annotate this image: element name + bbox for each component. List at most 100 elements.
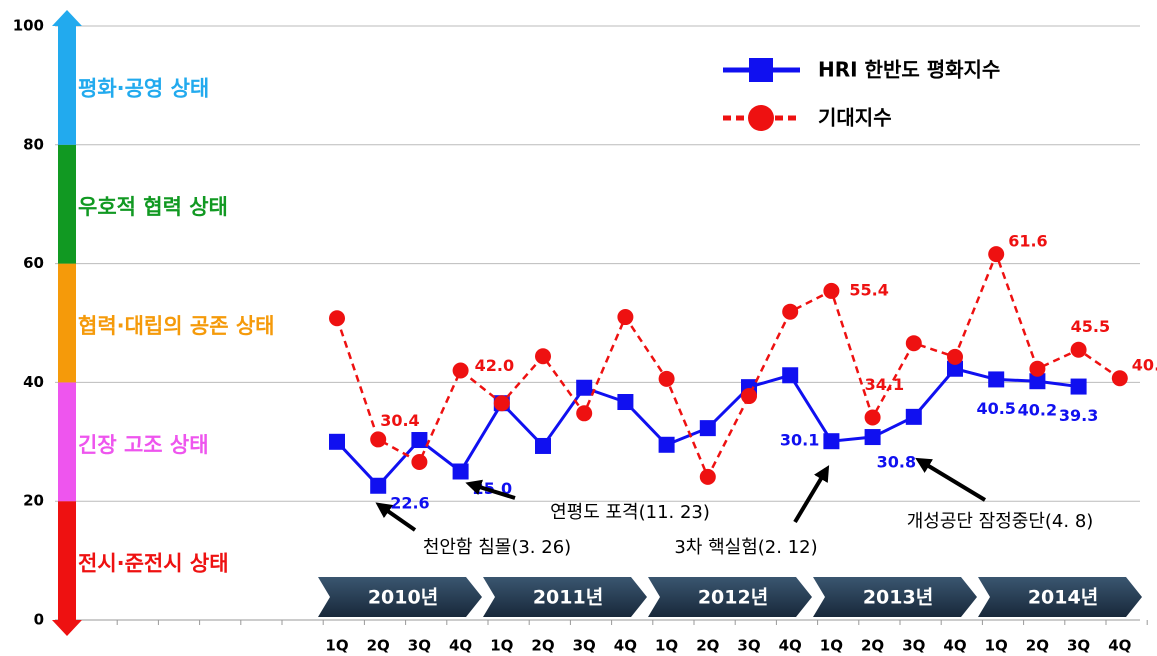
x-tick-label: 4Q — [1108, 637, 1131, 655]
marker — [699, 468, 716, 485]
x-tick-label: 1Q — [325, 637, 348, 655]
value-label: 39.3 — [1059, 406, 1098, 425]
marker — [782, 303, 799, 320]
x-tick-label: 4Q — [779, 637, 802, 655]
annotation-arrow — [375, 502, 417, 532]
x-tick-label: 1Q — [820, 637, 843, 655]
marker — [452, 362, 469, 379]
x-tick-label: 4Q — [614, 637, 637, 655]
value-label: 34.1 — [865, 375, 904, 394]
x-tick-label: 2Q — [696, 637, 719, 655]
annotation: 천안함 침몰(3. 26) — [423, 537, 571, 558]
marker — [699, 420, 716, 437]
marker — [1029, 360, 1046, 377]
marker — [1029, 373, 1046, 390]
marker — [493, 395, 510, 412]
marker — [576, 379, 593, 396]
year-band — [483, 577, 647, 617]
marker — [988, 371, 1005, 388]
marker — [617, 309, 634, 326]
marker — [535, 348, 551, 365]
marker — [1070, 341, 1087, 358]
value-label: 40.7 — [1132, 356, 1157, 375]
value-label: 30.1 — [780, 431, 819, 450]
zone-band — [58, 501, 76, 620]
year-label: 2011년 — [533, 587, 603, 609]
annotation-arrow — [915, 457, 987, 502]
x-tick-label: 3Q — [1067, 637, 1090, 655]
legend-label: HRI 한반도 평화지수 — [818, 58, 1000, 82]
x-tick-label: 3Q — [573, 637, 596, 655]
marker — [947, 348, 963, 365]
y-tick-label: 40 — [23, 373, 44, 391]
annotation-arrow — [465, 479, 516, 500]
marker — [370, 431, 387, 448]
value-label: 30.8 — [877, 453, 916, 472]
y-tick-label: 80 — [23, 135, 44, 153]
arrow-head — [52, 10, 82, 26]
marker — [823, 282, 840, 299]
value-label: 42.0 — [475, 356, 514, 375]
marker — [329, 310, 345, 327]
year-label: 2012년 — [698, 587, 768, 609]
marker — [988, 246, 1005, 263]
legend-marker — [749, 58, 773, 82]
marker — [782, 367, 799, 384]
zone-label: 우호적 협력 상태 — [78, 195, 228, 219]
zone-label: 협력·대립의 공존 상태 — [78, 314, 274, 338]
marker — [658, 436, 675, 453]
x-tick-label: 1Q — [985, 637, 1008, 655]
marker — [452, 463, 469, 480]
legend-label: 기대지수 — [818, 106, 892, 130]
marker — [905, 335, 922, 352]
marker — [823, 433, 840, 450]
value-label: 45.5 — [1071, 317, 1110, 336]
x-tick-label: 3Q — [737, 637, 760, 655]
zone-band — [58, 144, 76, 264]
zone-band — [58, 26, 76, 145]
x-tick-label: 1Q — [490, 637, 513, 655]
x-tick-label: 2Q — [367, 637, 390, 655]
marker — [576, 405, 593, 422]
year-label: 2014년 — [1028, 587, 1098, 609]
value-label: 40.5 — [976, 399, 1015, 418]
marker — [370, 477, 387, 494]
marker — [617, 394, 634, 411]
marker — [535, 437, 551, 454]
x-tick-label: 4Q — [449, 637, 472, 655]
year-band — [813, 577, 977, 617]
zone-label: 전시·준전시 상태 — [78, 552, 229, 576]
year-label: 2013년 — [863, 587, 933, 609]
x-tick-label: 2Q — [531, 637, 554, 655]
marker — [1070, 378, 1087, 395]
zone-band — [58, 382, 76, 502]
x-tick-label: 3Q — [408, 637, 431, 655]
x-tick-label: 2Q — [861, 637, 884, 655]
marker — [658, 370, 675, 387]
year-band — [648, 577, 812, 617]
marker — [864, 409, 881, 426]
annotation: 개성공단 잠정중단(4. 8) — [907, 511, 1094, 532]
x-tick-label: 4Q — [943, 637, 966, 655]
value-label: 40.2 — [1018, 401, 1057, 420]
annotation: 3차 핵실험(2. 12) — [674, 537, 817, 558]
marker — [741, 388, 757, 405]
marker — [329, 433, 345, 450]
value-label: 61.6 — [1008, 232, 1047, 251]
value-label: 30.4 — [380, 411, 419, 430]
y-tick-label: 100 — [13, 17, 44, 35]
zone-label: 평화·공영 상태 — [78, 76, 209, 100]
y-tick-label: 0 — [34, 611, 44, 629]
year-label: 2010년 — [368, 587, 438, 609]
x-tick-label: 3Q — [902, 637, 925, 655]
marker — [411, 432, 428, 449]
legend-marker — [748, 105, 774, 131]
annotation: 연평도 포격(11. 23) — [550, 502, 710, 523]
year-band — [978, 577, 1142, 617]
y-tick-label: 20 — [23, 492, 44, 510]
x-tick-label: 2Q — [1026, 637, 1049, 655]
y-tick-label: 60 — [23, 254, 44, 272]
annotation-arrow — [793, 465, 830, 524]
marker — [947, 360, 963, 377]
